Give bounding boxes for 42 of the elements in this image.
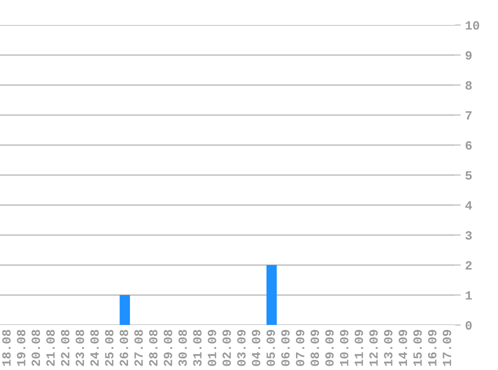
y-tick-label: 0 — [466, 321, 472, 330]
y-tick-label: 10 — [466, 21, 480, 30]
x-tick-label: 08.09 — [310, 330, 320, 366]
x-tick-label: 11.09 — [354, 330, 364, 366]
x-tick-label: 12.09 — [369, 330, 378, 366]
y-tick-label: 4 — [465, 201, 472, 210]
x-tick-label: 16.09 — [428, 330, 437, 366]
x-tick-label: 29.08 — [164, 330, 172, 366]
x-tick-label: 06.09 — [281, 330, 290, 366]
y-tick-label: 7 — [466, 111, 472, 120]
x-tick-label: 09.09 — [325, 330, 334, 366]
y-tick-label: 8 — [466, 81, 472, 90]
x-tick-label: 13.09 — [384, 330, 392, 366]
x-tick-label: 02.09 — [222, 330, 231, 366]
y-tick-label: 9 — [466, 51, 472, 60]
x-tick-label: 22.08 — [60, 330, 70, 366]
y-tick-label: 2 — [466, 261, 472, 270]
x-tick-label: 20.08 — [32, 330, 40, 366]
x-tick-label: 04.09 — [252, 330, 260, 366]
x-tick-label: 23.08 — [76, 330, 84, 366]
x-tick-label: 28.08 — [149, 330, 158, 366]
x-tick-label: 26.08 — [120, 330, 128, 366]
x-tick-label: 31.08 — [193, 330, 202, 366]
y-tick-label: 1 — [466, 291, 472, 300]
x-tick-label: 17.09 — [442, 330, 452, 366]
x-tick-label: 30.08 — [178, 330, 187, 366]
x-tick-label: 07.09 — [296, 330, 304, 366]
x-tick-label: 15.09 — [413, 330, 422, 366]
x-tick-label: 10.09 — [340, 330, 348, 366]
x-tick-label: 27.08 — [134, 330, 143, 366]
x-tick-label: 05.09 — [266, 330, 275, 366]
y-tick-label: 5 — [466, 171, 472, 180]
y-tick-label: 3 — [465, 231, 472, 240]
x-tick-label: 24.08 — [90, 330, 99, 366]
x-tick-label: 03.09 — [237, 330, 246, 366]
x-tick-label: 14.09 — [398, 330, 408, 366]
x-tick-label: 18.08 — [2, 330, 11, 366]
y-tick-label: 6 — [466, 141, 472, 150]
x-tick-label: 19.08 — [16, 330, 26, 366]
x-tick-label: 25.08 — [104, 330, 114, 366]
x-tick-label: 21.08 — [46, 330, 55, 366]
x-tick-label: 01.09 — [208, 330, 216, 366]
